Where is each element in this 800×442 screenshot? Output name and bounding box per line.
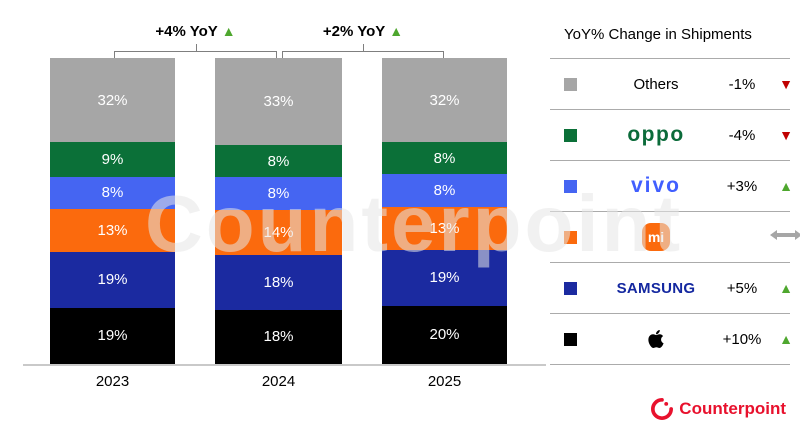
segment-value-label: 19%	[97, 327, 128, 345]
stacked-bar-2023: 32% 9% 8% 13% 19% 19%	[50, 58, 175, 365]
legend-panel: YoY% Change in Shipments Others -1% ▼ op…	[550, 20, 800, 365]
others-swatch	[564, 77, 577, 91]
segment-value-label: 8%	[267, 185, 290, 203]
legend-row-xiaomi: mi	[550, 211, 800, 262]
apple-change: +10%	[722, 330, 762, 348]
yoy-annotation-label: +2% YoY	[322, 23, 386, 40]
segment-apple: 19%	[50, 307, 175, 365]
segment-samsung: 19%	[50, 251, 175, 308]
segment-others: 33%	[215, 58, 342, 145]
segment-value-label: 20%	[429, 326, 460, 344]
counterpoint-c-icon	[651, 398, 674, 420]
segment-value-label: 13%	[429, 219, 460, 237]
vivo-change: +3%	[726, 177, 758, 195]
stacked-bar-2024: 33% 8% 8% 14% 18% 18%	[215, 58, 342, 364]
segment-others: 32%	[50, 58, 175, 143]
up-triangle-icon: ▲	[389, 23, 404, 39]
segment-value-label: 8%	[433, 149, 456, 167]
x-tick-2025: 2025	[427, 373, 462, 390]
legend-row-oppo: oppo -4% ▼	[550, 109, 793, 160]
x-tick-2024: 2024	[261, 373, 296, 390]
up-triangle-icon: ▲	[779, 331, 793, 347]
x-tick-2023: 2023	[95, 373, 130, 390]
up-triangle-icon: ▲	[221, 23, 236, 39]
up-triangle-icon: ▲	[779, 280, 793, 296]
segment-apple: 20%	[382, 305, 507, 365]
others-change: -1%	[728, 75, 756, 93]
xiaomi-swatch	[564, 230, 577, 244]
samsung-swatch	[564, 281, 577, 295]
samsung-change: +5%	[726, 279, 758, 297]
oppo-change: -4%	[728, 126, 756, 144]
segment-value-label: 19%	[97, 271, 128, 289]
vivo-logo: vivo	[630, 174, 682, 197]
segment-others: 32%	[382, 58, 507, 143]
segment-samsung: 19%	[382, 249, 507, 306]
yoy-annotation-2024-2025: +2% YoY ▲	[272, 23, 454, 40]
segment-value-label: 32%	[97, 91, 128, 109]
segment-value-label: 19%	[429, 269, 460, 287]
segment-samsung: 18%	[215, 255, 342, 310]
legend-title: YoY% Change in Shipments	[564, 26, 752, 43]
legend-row-samsung: SAMSUNG +5% ▲	[550, 262, 793, 313]
segment-vivo: 8%	[382, 174, 507, 207]
x-axis-line	[23, 364, 546, 366]
xiaomi-mi-logo: mi	[642, 223, 670, 251]
yoy-annotation-label: +4% YoY	[155, 23, 218, 40]
legend-row-apple: +10% ▲	[550, 313, 793, 364]
segment-value-label: 18%	[263, 328, 294, 346]
segment-oppo: 8%	[382, 142, 507, 175]
segment-value-label: 32%	[429, 91, 460, 109]
oppo-swatch	[564, 128, 577, 142]
legend-row-vivo: vivo +3% ▲	[550, 160, 793, 211]
segment-xiaomi: 13%	[382, 206, 507, 250]
segment-apple: 18%	[215, 309, 342, 364]
segment-value-label: 8%	[433, 182, 456, 200]
segment-vivo: 8%	[215, 177, 342, 210]
segment-value-label: 8%	[101, 184, 124, 202]
segment-value-label: 13%	[97, 221, 128, 239]
segment-value-label: 9%	[101, 150, 124, 168]
segment-oppo: 9%	[50, 142, 175, 177]
down-triangle-icon: ▼	[779, 76, 793, 92]
comparison-bracket	[282, 44, 444, 59]
counterpoint-logo: Counterpoint	[651, 398, 786, 420]
up-triangle-icon: ▲	[779, 178, 793, 194]
counterpoint-wordmark: Counterpoint	[679, 399, 786, 418]
segment-value-label: 14%	[263, 224, 294, 242]
down-triangle-icon: ▼	[779, 127, 793, 143]
stacked-bar-2025: 32% 8% 8% 13% 19% 20%	[382, 58, 507, 365]
segment-value-label: 8%	[267, 152, 290, 170]
segment-oppo: 8%	[215, 145, 342, 178]
segment-vivo: 8%	[50, 176, 175, 209]
flat-double-arrow-icon	[768, 228, 800, 246]
others-label: Others	[633, 75, 679, 93]
segment-xiaomi: 14%	[215, 209, 342, 256]
segment-value-label: 18%	[263, 274, 294, 292]
yoy-annotation-2023-2024: +4% YoY ▲	[104, 23, 287, 40]
legend-row-others: Others -1% ▼	[550, 58, 793, 109]
segment-xiaomi: 13%	[50, 208, 175, 252]
segment-value-label: 33%	[263, 93, 294, 110]
apple-logo	[596, 327, 716, 351]
apple-swatch	[564, 332, 577, 346]
comparison-bracket	[114, 44, 277, 59]
samsung-logo: SAMSUNG	[616, 279, 696, 297]
oppo-logo: oppo	[627, 123, 685, 146]
vivo-swatch	[564, 179, 577, 193]
